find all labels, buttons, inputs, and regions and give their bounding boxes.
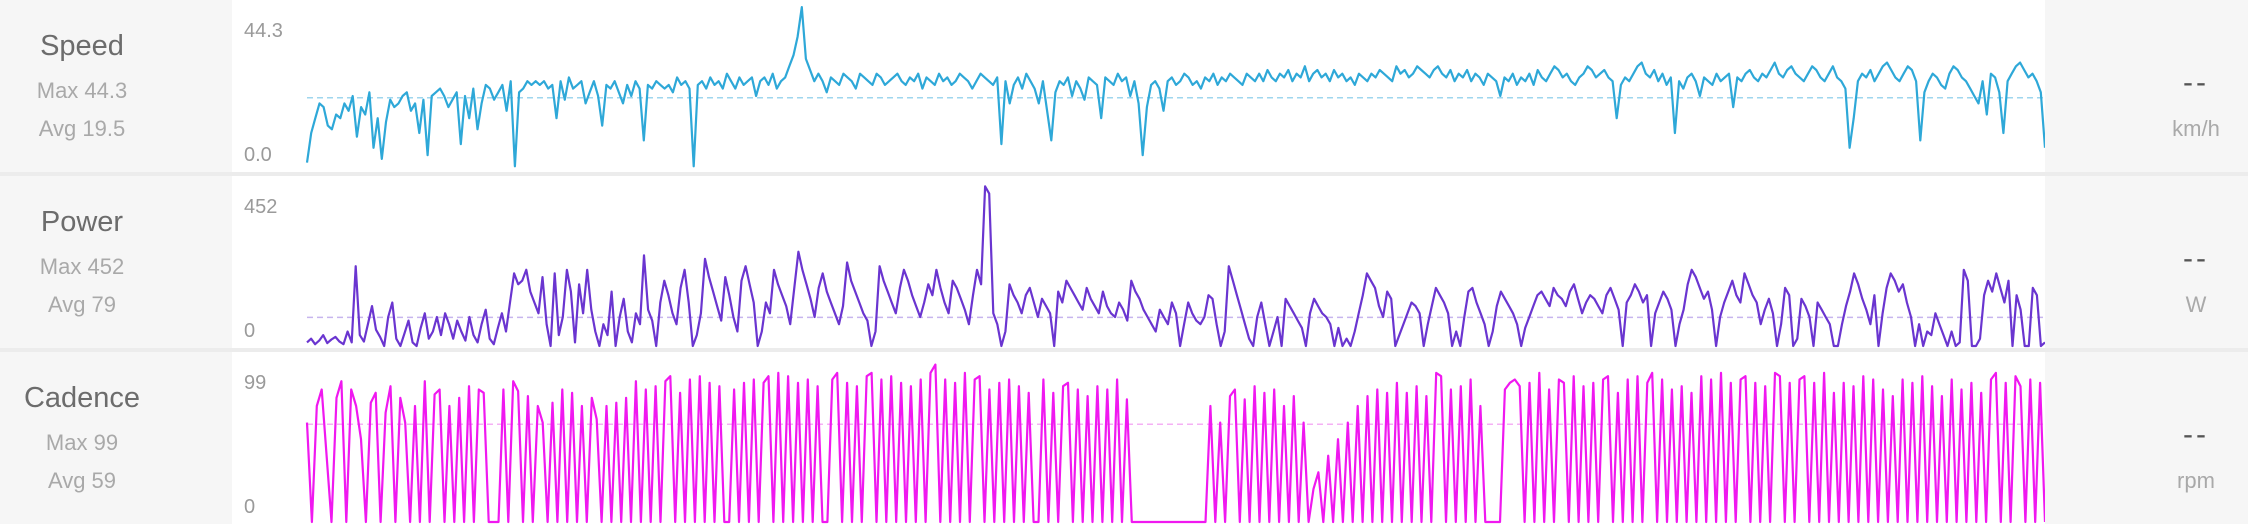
speed-max: Max 44.3 — [36, 78, 128, 103]
series-line — [305, 5, 2045, 168]
power-ytick-bottom: 0 — [244, 320, 256, 342]
speed-chart[interactable] — [232, 0, 2045, 172]
cadence-unit: rpm — [2177, 468, 2215, 493]
cadence-current-value: -- — [2183, 418, 2209, 451]
speed-ytick-top: 44.3 — [244, 20, 283, 42]
power-stats-area: Power Max 452 Avg 79 — [0, 176, 232, 348]
power-max: Max 452 — [39, 254, 125, 279]
series-line — [305, 363, 2045, 524]
speed-panel: Speed Max 44.3 Avg 19.5 44.3 0.0 -- km/h — [0, 0, 2248, 172]
speed-unit: km/h — [2172, 116, 2220, 141]
panel-divider — [0, 348, 2248, 352]
power-plot-area[interactable] — [232, 176, 2045, 348]
power-avg: Avg 79 — [47, 292, 117, 317]
speed-ytick-bottom: 0.0 — [244, 144, 272, 166]
cadence-chart[interactable] — [232, 352, 2045, 524]
power-ytick-top: 452 — [244, 196, 278, 218]
cadence-avg: Avg 59 — [47, 468, 117, 493]
speed-avg: Avg 19.5 — [38, 116, 126, 141]
cadence-ytick-top: 99 — [244, 372, 267, 394]
power-chart[interactable] — [232, 176, 2045, 348]
power-current-area — [2045, 176, 2248, 348]
cadence-stats-area: Cadence Max 99 Avg 59 — [0, 352, 232, 524]
power-unit: W — [2185, 292, 2207, 317]
series-line — [306, 185, 2045, 348]
power-panel: Power Max 452 Avg 79 452 0 -- W — [0, 176, 2248, 348]
cadence-panel: Cadence Max 99 Avg 59 99 0 -- rpm — [0, 352, 2248, 524]
power-current-value: -- — [2183, 242, 2209, 275]
cadence-title: Cadence — [23, 382, 141, 414]
cadence-current-area — [2045, 352, 2248, 524]
panel-divider — [0, 172, 2248, 176]
speed-title: Speed — [40, 30, 124, 62]
power-title: Power — [40, 206, 124, 238]
cadence-ytick-bottom: 0 — [244, 496, 256, 518]
speed-current-area — [2045, 0, 2248, 172]
speed-stats-area: Speed Max 44.3 Avg 19.5 — [0, 0, 232, 172]
speed-current-value: -- — [2183, 66, 2209, 99]
speed-plot-area[interactable] — [232, 0, 2045, 172]
cadence-max: Max 99 — [45, 430, 119, 455]
